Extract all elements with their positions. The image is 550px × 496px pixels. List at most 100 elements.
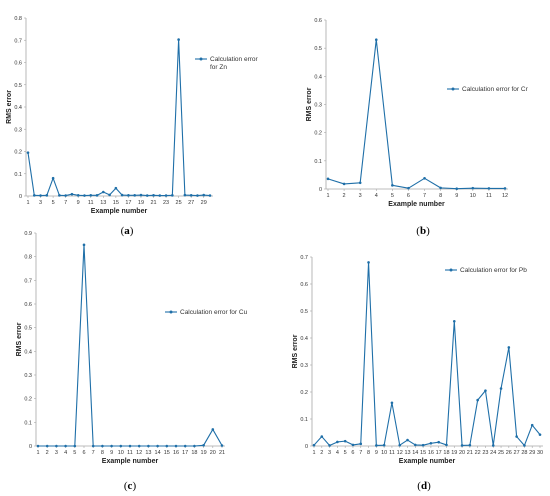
data-point: [414, 443, 417, 447]
data-point: [39, 194, 42, 197]
x-tick-label: 26: [506, 450, 512, 456]
y-tick-label: 0.1: [300, 417, 308, 423]
data-point: [382, 443, 386, 447]
x-tick-label: 6: [82, 450, 85, 456]
data-point: [491, 444, 495, 447]
data-point: [429, 442, 433, 445]
data-point: [208, 194, 212, 197]
data-point: [58, 194, 61, 197]
y-tick-label: 0.2: [300, 390, 308, 396]
y-tick-label: 0.1: [24, 420, 32, 426]
y-tick-label: 0.9: [24, 231, 32, 237]
y-axis-title: RMS error: [6, 90, 13, 124]
data-point: [127, 194, 130, 197]
x-tick-label: 3: [39, 200, 42, 206]
x-axis-title: Example number: [388, 201, 445, 208]
x-tick-label: 9: [455, 193, 458, 199]
y-tick-label: 0.1: [314, 159, 322, 165]
y-tick-label: 0.6: [14, 61, 22, 67]
x-tick-label: 14: [155, 450, 161, 456]
y-tick-label: 0.5: [314, 46, 322, 52]
data-point: [177, 38, 180, 41]
y-axis-title: RMS error: [16, 322, 23, 356]
x-tick-label: 20: [210, 450, 216, 456]
data-point: [437, 440, 440, 444]
data-point: [484, 389, 487, 392]
x-tick-label: 24: [490, 450, 496, 456]
x-tick-label: 19: [138, 200, 144, 206]
caption-c: (c): [124, 480, 137, 492]
x-tick-label: 1: [326, 193, 329, 199]
x-tick-label: 5: [73, 450, 76, 456]
y-tick-label: 0.2: [314, 131, 322, 137]
x-tick-label: 4: [375, 193, 378, 199]
x-tick-label: 8: [439, 193, 442, 199]
y-tick-label: 0: [19, 194, 22, 200]
x-tick-label: 7: [64, 200, 67, 206]
data-point: [326, 177, 330, 181]
data-point: [45, 444, 49, 448]
data-point: [91, 444, 95, 448]
x-tick-label: 7: [423, 193, 426, 199]
data-point: [133, 194, 136, 197]
data-point: [145, 194, 149, 197]
caption-d: (d): [417, 480, 431, 492]
series-line: [27, 39, 211, 197]
x-tick-label: 21: [467, 450, 473, 456]
data-point: [83, 194, 86, 197]
y-tick-label: 0.7: [14, 38, 22, 44]
x-tick-label: 30: [537, 450, 543, 456]
legend-label: Calculation error for Cu: [180, 309, 248, 316]
x-tick-label: 9: [110, 450, 113, 456]
x-tick-label: 13: [100, 200, 106, 206]
y-tick-label: 0.2: [24, 397, 32, 403]
data-point: [391, 184, 394, 187]
data-point: [158, 194, 162, 197]
data-point: [76, 194, 80, 197]
x-tick-label: 14: [412, 450, 418, 456]
data-point: [32, 194, 36, 197]
x-tick-label: 28: [521, 450, 527, 456]
data-point: [320, 435, 324, 438]
data-point: [64, 194, 67, 197]
y-tick-label: 0.4: [300, 336, 308, 342]
y-tick-label: 0.3: [24, 373, 32, 379]
x-tick-label: 6: [351, 450, 354, 456]
data-point: [51, 176, 55, 180]
data-point: [367, 261, 370, 264]
data-point: [460, 444, 464, 447]
x-tick-label: 9: [77, 200, 80, 206]
x-axis-title: Example number: [91, 208, 148, 215]
chart-a: 00.10.20.30.40.50.60.70.81 3 5 7 9 11 13 15 17 19…: [6, 16, 259, 215]
data-point: [398, 443, 402, 447]
data-point: [114, 186, 118, 190]
x-tick-label: 22: [475, 450, 481, 456]
x-tick-label: 11: [88, 200, 94, 206]
x-tick-label: 2: [320, 450, 323, 456]
data-point: [183, 444, 187, 448]
legend-label: Calculation error for Cr: [462, 86, 529, 93]
data-point: [101, 444, 104, 448]
x-tick-label: 19: [451, 450, 457, 456]
legend-marker: [449, 268, 453, 272]
x-tick-label: 11: [486, 193, 492, 199]
data-point: [202, 443, 205, 447]
y-tick-label: 0.5: [14, 83, 22, 89]
x-tick-label: 3: [359, 193, 362, 199]
x-tick-label: 6: [407, 193, 410, 199]
data-point: [202, 193, 206, 197]
data-point: [423, 176, 426, 180]
x-tick-label: 25: [498, 450, 504, 456]
caption-b: (b): [416, 225, 430, 237]
x-tick-label: 29: [529, 450, 535, 456]
data-point: [171, 194, 174, 197]
data-point: [445, 443, 448, 447]
y-tick-label: 0: [305, 444, 308, 450]
x-tick-label: 16: [428, 450, 434, 456]
data-point: [82, 243, 86, 247]
data-point: [128, 444, 132, 448]
data-point: [343, 439, 347, 443]
data-point: [164, 194, 168, 197]
y-tick-label: 0: [29, 444, 32, 450]
